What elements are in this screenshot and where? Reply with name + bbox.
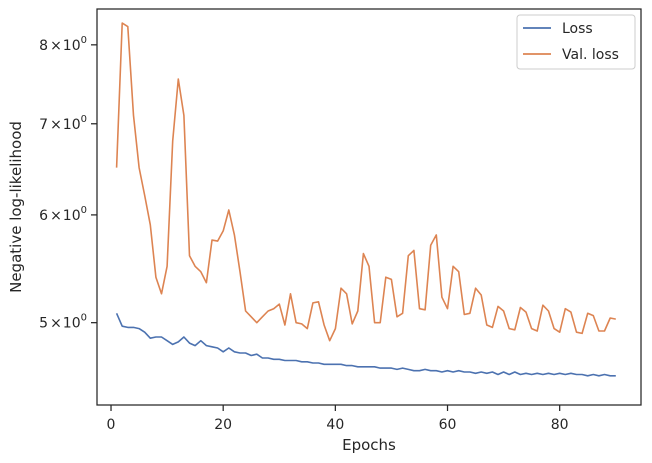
x-tick-label: 60 bbox=[439, 417, 457, 433]
y-tick-label: 6 ×100 bbox=[39, 205, 87, 224]
y-tick-times: × bbox=[50, 38, 62, 54]
plot-frame bbox=[96, 8, 642, 406]
y-tick-label: 8 ×100 bbox=[39, 35, 87, 54]
y-tick-times: × bbox=[50, 316, 62, 332]
y-tick-times: × bbox=[50, 208, 62, 224]
y-tick-label: 5 ×100 bbox=[39, 313, 87, 332]
legend-label-1: Loss bbox=[562, 21, 593, 37]
y-tick-exponent: 0 bbox=[81, 313, 87, 324]
series-line-2 bbox=[115, 22, 616, 342]
x-tick-label: 0 bbox=[107, 417, 116, 433]
y-tick-ten: 10 bbox=[63, 208, 81, 224]
y-tick-exponent: 0 bbox=[81, 114, 87, 125]
y-tick-exponent: 0 bbox=[81, 35, 87, 46]
x-tick-label: 40 bbox=[326, 417, 344, 433]
y-tick-base: 7 bbox=[39, 117, 48, 133]
y-tick-ten: 10 bbox=[63, 316, 81, 332]
y-tick-base: 6 bbox=[39, 208, 48, 224]
y-tick-ten: 10 bbox=[63, 38, 81, 54]
y-tick-base: 5 bbox=[39, 316, 48, 332]
y-axis-label: Negative log-likelihood bbox=[7, 121, 25, 293]
legend: Loss Val. loss bbox=[516, 14, 636, 70]
y-tick-exponent: 0 bbox=[81, 205, 87, 216]
series-line-1 bbox=[115, 312, 616, 377]
y-tick-base: 8 bbox=[39, 38, 48, 54]
x-axis: 0 20 40 60 80 bbox=[107, 405, 569, 433]
legend-label-2: Val. loss bbox=[562, 47, 619, 63]
x-axis-label: Epochs bbox=[342, 436, 396, 454]
x-tick-label: 20 bbox=[214, 417, 232, 433]
y-tick-ten: 10 bbox=[63, 117, 81, 133]
y-tick-label: 7 ×100 bbox=[39, 114, 87, 133]
x-tick-label: 80 bbox=[551, 417, 569, 433]
series-layer bbox=[115, 22, 616, 377]
y-tick-times: × bbox=[50, 117, 62, 133]
